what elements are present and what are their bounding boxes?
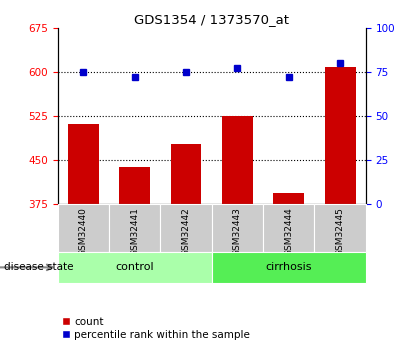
Bar (222, 116, 253, 204)
Bar (325, 67, 356, 204)
Bar (160, 204, 212, 252)
Text: GSM32442: GSM32442 (182, 207, 190, 256)
Legend: count, percentile rank within the sample: count, percentile rank within the sample (63, 317, 250, 340)
Bar (212, 252, 366, 283)
Text: cirrhosis: cirrhosis (266, 263, 312, 272)
Bar (314, 204, 366, 252)
Bar (58, 252, 212, 283)
Bar (171, 144, 201, 204)
Bar (263, 204, 314, 252)
Title: GDS1354 / 1373570_at: GDS1354 / 1373570_at (134, 13, 289, 27)
Text: GSM32445: GSM32445 (336, 207, 344, 256)
Bar (273, 193, 304, 204)
Bar (212, 204, 263, 252)
Text: disease state: disease state (4, 263, 74, 272)
Bar (68, 125, 99, 204)
Text: GSM32441: GSM32441 (130, 207, 139, 256)
Bar (119, 167, 150, 204)
Text: GSM32440: GSM32440 (79, 207, 88, 256)
Bar (58, 204, 109, 252)
Bar (109, 204, 160, 252)
Text: GSM32443: GSM32443 (233, 207, 242, 256)
Text: GSM32444: GSM32444 (284, 207, 293, 256)
Text: control: control (115, 263, 154, 272)
